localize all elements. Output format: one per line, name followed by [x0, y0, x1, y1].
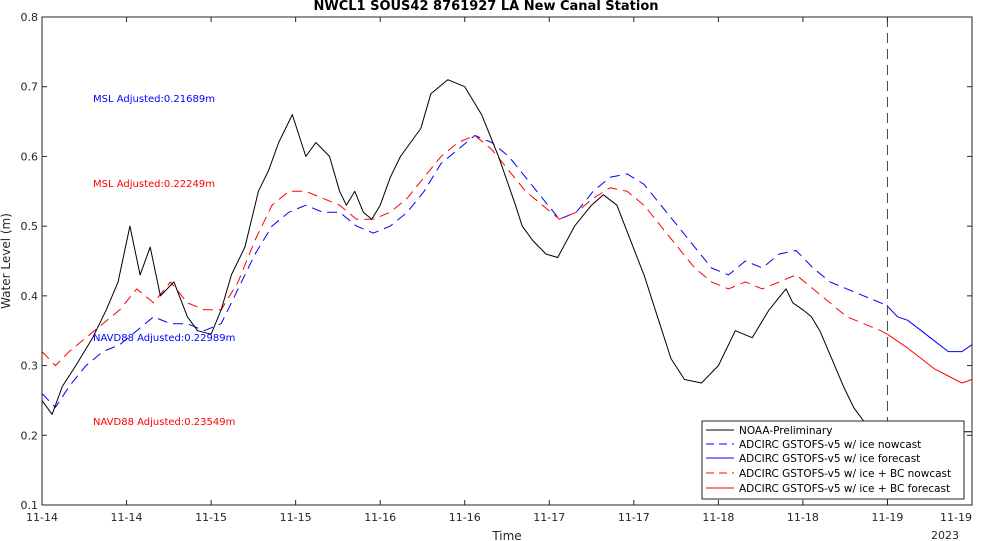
legend-label-ice-forecast: ADCIRC GSTOFS-v5 w/ ice forecast: [739, 453, 920, 465]
y-tick-label: 0.8: [21, 11, 39, 24]
annotation-navd88-blue: NAVD88 Adjusted:0.22989m: [93, 333, 235, 344]
legend-label-icebc-forecast: ADCIRC GSTOFS-v5 w/ ice + BC forecast: [739, 483, 950, 495]
legend-label-icebc-nowcast: ADCIRC GSTOFS-v5 w/ ice + BC nowcast: [739, 468, 951, 480]
x-tick-label: 11-17: [533, 511, 565, 524]
x-tick-label: 11-19: [940, 511, 972, 524]
x-tick-label: 11-16: [364, 511, 396, 524]
annotation-msl-blue: MSL Adjusted:0.21689m: [93, 94, 215, 105]
x-tick-label: 11-19: [871, 511, 903, 524]
x-axis: 11-14 11-14 11-15 11-15 11-16 11-16 11-17 11-17…: [26, 17, 973, 524]
x-axis-title: Time: [491, 529, 521, 541]
annotation-msl-red: MSL Adjusted:0.22249m: [93, 179, 215, 190]
y-tick-label: 0.7: [21, 81, 39, 94]
chart-title: NWCL1 SOUS42 8761927 LA New Canal Statio…: [313, 0, 658, 14]
y-axis-title: Water Level (m): [0, 213, 13, 309]
x-tick-label: 11-14: [111, 511, 143, 524]
legend-label-ice-nowcast: ADCIRC GSTOFS-v5 w/ ice nowcast: [739, 439, 921, 451]
x-tick-label: 11-17: [618, 511, 650, 524]
annotation-navd88-red: NAVD88 Adjusted:0.23549m: [93, 417, 235, 428]
series-line-1: [41, 135, 888, 408]
plot-area-frame: [41, 16, 973, 506]
series-line-4: [887, 333, 973, 384]
x-tick-label: 11-18: [787, 511, 819, 524]
series-line-0: [41, 79, 972, 457]
y-tick-label: 0.6: [21, 150, 39, 163]
x-axis-year-label: 2023: [931, 529, 959, 541]
y-tick-label: 0.1: [21, 499, 39, 512]
datum-annotations: MSL Adjusted:0.21689m MSL Adjusted:0.222…: [93, 94, 235, 428]
y-tick-label: 0.5: [21, 220, 39, 233]
series-lines: [41, 79, 973, 457]
legend-label-noaa: NOAA-Preliminary: [739, 425, 832, 437]
y-tick-label: 0.4: [21, 290, 39, 303]
x-tick-label: 11-18: [702, 511, 734, 524]
x-tick-label: 11-16: [449, 511, 481, 524]
series-line-3: [41, 135, 888, 367]
legend-box: [701, 420, 965, 500]
x-tick-label: 11-15: [195, 511, 227, 524]
x-tick-label: 11-14: [26, 511, 58, 524]
y-axis: 0.1 0.2 0.3 0.4 0.5 0.6 0.7 0.8: [21, 11, 972, 512]
y-tick-label: 0.2: [21, 429, 39, 442]
series-line-2: [887, 305, 973, 353]
legend: NOAA-Preliminary ADCIRC GSTOFS-v5 w/ ice…: [701, 420, 965, 500]
x-tick-label: 11-15: [280, 511, 312, 524]
y-tick-label: 0.3: [21, 360, 39, 373]
